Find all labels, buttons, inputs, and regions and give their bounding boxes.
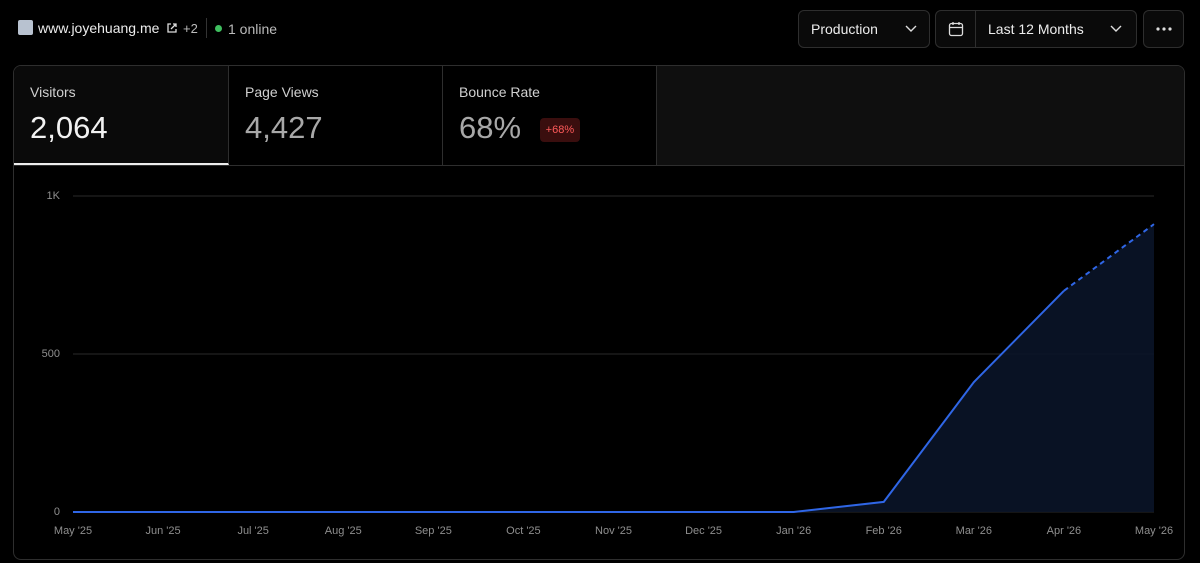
x-tick-label: Mar '26 xyxy=(956,525,992,537)
calendar-button[interactable] xyxy=(935,10,976,48)
metric-value-text: 68% xyxy=(459,110,522,145)
divider xyxy=(14,165,1184,166)
y-tick-label: 1K xyxy=(47,190,61,202)
area xyxy=(73,224,1154,512)
metric-label: Page Views xyxy=(245,84,319,100)
x-tick-label: Oct '25 xyxy=(506,525,541,537)
site-name[interactable]: www.joyehuang.me xyxy=(38,20,160,36)
x-tick-label: May '26 xyxy=(1135,525,1173,537)
range-select[interactable]: Last 12 Months xyxy=(975,10,1137,48)
chevron xyxy=(905,25,917,32)
online-count: 1 online xyxy=(228,21,278,37)
x-tick-label: Aug '25 xyxy=(325,525,362,537)
separator xyxy=(206,18,207,38)
metric-value: 2,064 xyxy=(30,110,108,145)
chart: 0 500 1K May '25 Jun '25 Jul '25 Aug '25 Sep '2… xyxy=(42,190,1173,537)
chevron xyxy=(1110,25,1122,32)
change-badge: +68% xyxy=(539,117,581,142)
y-tick-label: 0 xyxy=(54,506,60,518)
x-tick-label: May '25 xyxy=(54,525,92,537)
x-tick-label: Jul '25 xyxy=(237,525,268,537)
line xyxy=(73,290,1065,513)
metric-label: Bounce Rate xyxy=(459,84,540,100)
metric-tab[interactable]: Bounce Rate 68% +68% xyxy=(443,66,657,165)
tab-filler xyxy=(657,66,1184,165)
range-label: Last 12 Months xyxy=(988,21,1084,37)
x-tick-label: Jun '25 xyxy=(146,525,181,537)
analytics-card: Visitors 2,064 Page Views 4,427 Bounce Rat… xyxy=(13,65,1185,560)
environment-select[interactable]: Production xyxy=(798,10,930,48)
calendar-icon xyxy=(948,22,963,37)
y-tick-label: 500 xyxy=(42,348,60,360)
metric-tab[interactable]: Page Views 4,427 xyxy=(229,66,443,165)
more-icon xyxy=(1155,27,1172,31)
x-tick-label: Dec '25 xyxy=(685,525,722,537)
x-tick-label: Apr '26 xyxy=(1047,525,1082,537)
x-tick-label: Nov '25 xyxy=(595,525,632,537)
metric-value: 4,427 xyxy=(245,110,323,145)
metric-value: 68% +68% xyxy=(459,110,640,146)
environment-label: Production xyxy=(811,21,878,37)
more-button[interactable] xyxy=(1143,10,1184,48)
projected-line xyxy=(1063,223,1155,292)
extra-count[interactable]: +2 xyxy=(183,21,198,36)
site-avatar xyxy=(18,20,33,35)
online-dot xyxy=(215,25,222,32)
metric-label: Visitors xyxy=(30,84,76,100)
metric-tab[interactable]: Visitors 2,064 xyxy=(14,66,229,165)
external-link-icon[interactable] xyxy=(166,22,178,34)
x-tick-label: Sep '25 xyxy=(415,525,452,537)
x-tick-label: Jan '26 xyxy=(776,525,811,537)
x-tick-label: Feb '26 xyxy=(866,525,902,537)
